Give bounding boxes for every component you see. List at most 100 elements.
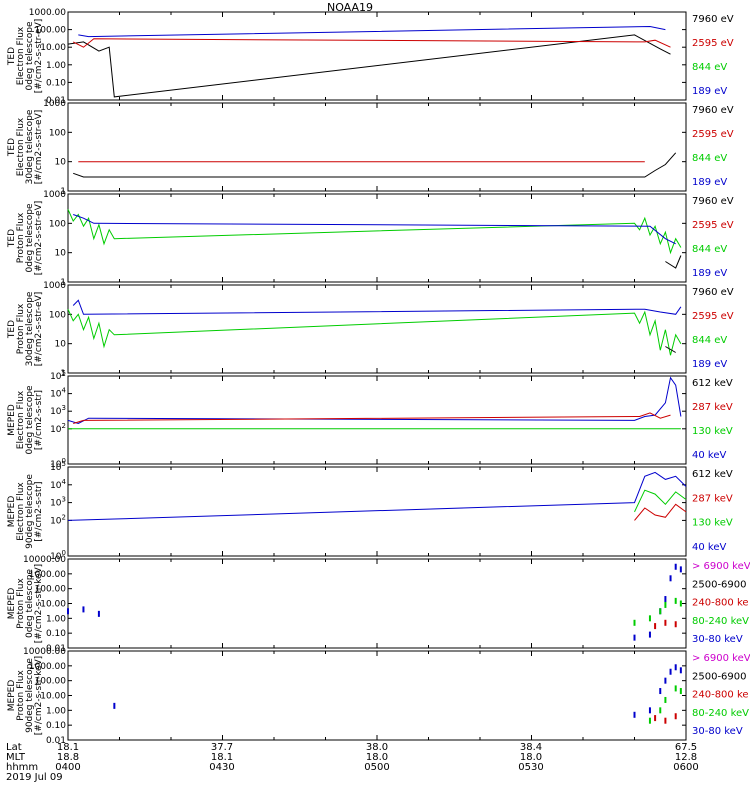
legend-entry: 7960 eV: [692, 105, 734, 116]
series-line: [73, 152, 677, 178]
y-tick-label: 100: [49, 128, 66, 138]
legend-entry: 2500-6900: [692, 671, 747, 682]
panel-frame: [67, 102, 687, 192]
y-axis-label: TED: [7, 138, 17, 157]
y-tick-label: 0.10: [46, 629, 66, 639]
data-point: [648, 631, 651, 638]
series-line: [78, 25, 666, 38]
legend-entry: 612 keV: [692, 469, 733, 480]
panel-8: [67, 650, 687, 741]
y-tick-label: 100.00: [35, 585, 67, 595]
legend-entry: 189 eV: [692, 177, 727, 188]
y-tick-label: 102: [50, 513, 66, 526]
panel-5: [67, 375, 687, 465]
y-tick-label: 100.00: [35, 677, 67, 687]
data-point: [679, 566, 682, 573]
y-axis-label: [#/cm2-s-str-eV]: [34, 110, 44, 185]
legend-entry: 7960 eV: [692, 14, 734, 25]
data-point: [664, 596, 667, 603]
y-tick-label: 10: [55, 340, 67, 350]
panel-4: [67, 284, 687, 374]
data-point: [674, 713, 677, 720]
y-axis-label: Electron Flux: [16, 390, 26, 449]
y-axis-label: 90deg telescope: [25, 658, 35, 733]
y-axis-label: 30deg telescope: [25, 291, 35, 366]
footer-value: 0500: [364, 762, 389, 773]
y-tick-label: 1.00: [46, 706, 66, 716]
series-line: [73, 214, 676, 245]
y-axis-label: Proton Flux: [16, 212, 26, 263]
data-point: [664, 696, 667, 703]
data-point: [82, 606, 85, 613]
y-axis-label: [#/cm2-s-str-keV]: [34, 656, 44, 735]
data-point: [97, 610, 100, 617]
data-point: [674, 685, 677, 692]
y-axis-label: MEPED: [7, 588, 17, 620]
series-line: [67, 471, 687, 521]
y-tick-label: 10.00: [40, 600, 66, 610]
panel-frame: [67, 466, 687, 557]
data-point: [664, 601, 667, 608]
footer-value: 0530: [518, 762, 543, 773]
panel-1: [67, 11, 687, 101]
series-line: [665, 255, 682, 269]
y-axis-label: Proton Flux: [16, 303, 26, 354]
footer-value: 18.1: [57, 742, 79, 753]
y-tick-label: 105: [50, 369, 66, 382]
legend-entry: 189 eV: [692, 86, 727, 97]
series-line: [72, 38, 671, 48]
data-point: [633, 619, 636, 626]
y-tick-label: 1000.00: [29, 570, 66, 580]
y-tick-label: 1000: [43, 99, 66, 109]
y-tick-label: 10000.00: [23, 555, 66, 565]
legend-entry: 844 eV: [692, 153, 727, 164]
y-axis-label: Proton Flux: [16, 578, 26, 629]
footer-value: 0400: [55, 762, 80, 773]
legend-entry: 130 keV: [692, 426, 733, 437]
y-tick-label: 1: [60, 278, 66, 288]
legend-entry: 2595 eV: [692, 38, 734, 49]
data-point: [664, 717, 667, 724]
legend-entry: 287 keV: [692, 402, 733, 413]
data-point: [113, 702, 116, 709]
y-tick-label: 0.10: [46, 721, 66, 731]
y-tick-label: 105: [50, 460, 66, 473]
footer-value: 38.0: [366, 742, 388, 753]
data-point: [674, 664, 677, 671]
data-point: [659, 608, 662, 615]
y-axis-label: Electron Flux: [16, 482, 26, 541]
y-tick-label: 1000: [43, 281, 66, 291]
y-tick-label: 10000.00: [23, 647, 66, 657]
legend-entry: 287 keV: [692, 493, 733, 504]
footer-value: 67.5: [675, 742, 697, 753]
y-tick-label: 0.01: [46, 96, 66, 106]
legend-entry: 189 eV: [692, 268, 727, 279]
data-point: [664, 619, 667, 626]
legend-entry: 7960 eV: [692, 287, 734, 298]
legend-entry: 2500-6900: [692, 579, 747, 590]
data-point: [679, 667, 682, 674]
footer-value: 12.8: [675, 752, 697, 763]
y-axis-label: TED: [7, 320, 17, 339]
data-point: [648, 707, 651, 714]
y-tick-label: 1000: [43, 190, 66, 200]
y-axis-label: [#/cm2-s-str]: [34, 390, 44, 450]
data-point: [659, 688, 662, 695]
y-tick-label: 100.00: [35, 26, 67, 36]
panel-2: [67, 102, 687, 192]
data-point: [633, 634, 636, 641]
legend-entry: 40 keV: [692, 450, 726, 461]
y-tick-label: 102: [50, 422, 66, 435]
legend-entry: 189 eV: [692, 359, 727, 370]
legend-entry: 40 keV: [692, 542, 726, 553]
footer-value: 0430: [209, 762, 234, 773]
y-tick-label: 10.00: [40, 692, 66, 702]
data-point: [654, 623, 657, 630]
y-tick-label: 10: [55, 249, 67, 259]
panel-frame: [67, 284, 687, 374]
y-tick-label: 10.00: [40, 43, 66, 53]
panel-frame: [67, 193, 687, 283]
series-line: [67, 34, 671, 98]
y-tick-label: 1.00: [46, 614, 66, 624]
